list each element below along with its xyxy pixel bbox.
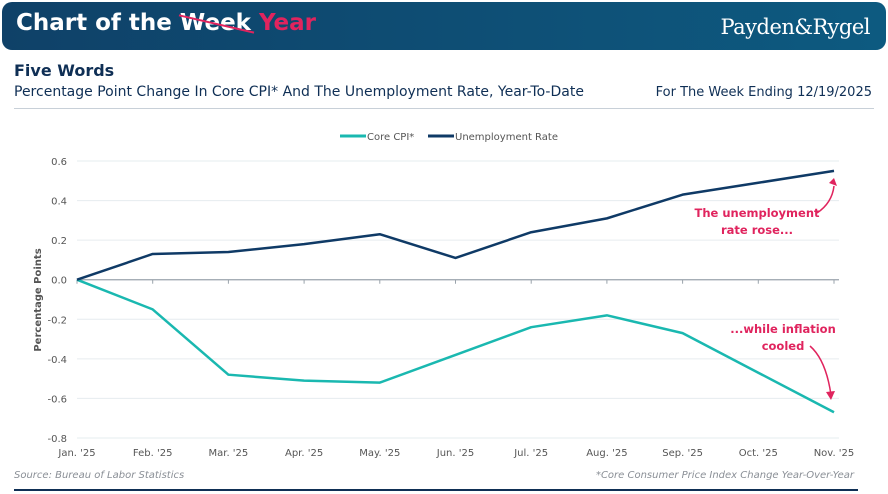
bottom-rule [14, 489, 858, 491]
x-tick-label: Mar. '25 [209, 448, 249, 459]
banner-title: Chart of the Week Year [16, 10, 316, 36]
annotation-text: cooled [762, 339, 805, 353]
x-tick-label: May. '25 [359, 448, 400, 459]
arrow-head-icon [826, 391, 835, 400]
legend: Core CPI* Unemployment Rate [340, 132, 558, 143]
annotation-text: rate rose... [721, 223, 793, 237]
annotation-arrow [816, 185, 835, 214]
x-tick-label: Nov. '25 [814, 448, 855, 459]
annotation-arrow [809, 345, 832, 396]
y-tick-label: 0.6 [51, 157, 67, 168]
annotation-text: The unemployment [694, 206, 820, 220]
legend-label: Unemployment Rate [455, 132, 558, 143]
x-tick-label: Jul. '25 [513, 448, 548, 459]
x-tick-label: Sep. '25 [662, 448, 703, 459]
header-banner: Chart of the Week Year Payden&Rygel [2, 2, 886, 50]
y-tick-label: 0.2 [51, 236, 67, 247]
x-tick-label: Oct. '25 [739, 448, 778, 459]
divider [14, 108, 874, 109]
arrow-head-icon [829, 178, 837, 186]
x-tick-label: Aug. '25 [586, 448, 627, 459]
brand-logo: Payden&Rygel [720, 15, 870, 39]
page-subtitle: Percentage Point Change In Core CPI* And… [14, 84, 584, 100]
x-tick-label: Apr. '25 [285, 448, 323, 459]
date-note: For The Week Ending 12/19/2025 [655, 85, 872, 100]
y-tick-label: -0.6 [47, 394, 67, 405]
struck-word: Week [179, 10, 251, 36]
y-tick-label: 0.4 [51, 197, 67, 208]
x-tick-label: Feb. '25 [133, 448, 173, 459]
y-axis-label: Percentage Points [33, 248, 44, 351]
annotation-text: ...while inflation [730, 322, 836, 336]
legend-label: Core CPI* [367, 132, 414, 143]
page-title: Five Words [14, 61, 115, 80]
source-note: Source: Bureau of Labor Statistics [14, 470, 185, 481]
series-line-core-cpi [76, 278, 835, 414]
banner-title-prefix: Chart of the [16, 10, 172, 36]
x-tick-label: Jan. '25 [57, 448, 95, 459]
footnote: *Core Consumer Price Index Change Year-O… [595, 470, 854, 481]
y-tick-label: 0.0 [51, 276, 67, 287]
y-tick-label: -0.4 [47, 355, 67, 366]
replacement-word: Year [258, 10, 316, 36]
line-chart: Core CPI* Unemployment Rate 0.6 0.4 0.2 0.0 -… [33, 132, 855, 459]
y-tick-label: -0.8 [47, 434, 67, 445]
x-tick-label: Jun. '25 [436, 448, 474, 459]
y-tick-label: -0.2 [47, 315, 67, 326]
